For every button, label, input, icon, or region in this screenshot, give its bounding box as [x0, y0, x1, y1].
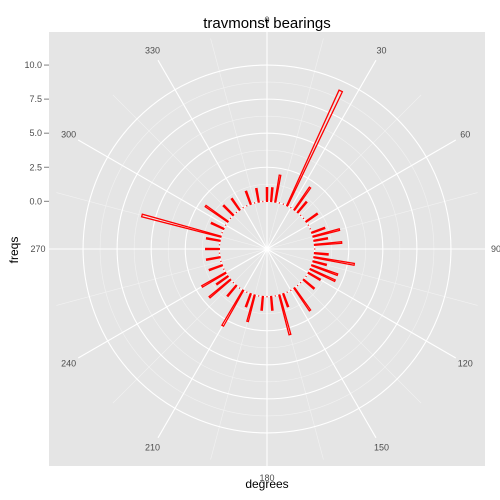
theta-tick-labels: 0 30 60 90 120 150 180 210 240 270 300 330: [30, 15, 500, 483]
x-axis-title: degrees: [245, 477, 288, 491]
bars-layer: [140, 89, 356, 336]
minor-grid-spoke: [210, 248, 268, 460]
theta-tick-label: 300: [61, 130, 76, 140]
bearing-bar: [232, 281, 235, 284]
bearing-bar: [307, 271, 322, 282]
bearing-bar: [305, 275, 307, 278]
minor-grid-spoke: [266, 248, 478, 306]
major-grid-spoke: [266, 248, 457, 359]
theta-tick-label: 210: [145, 442, 160, 452]
bearing-bar: [313, 251, 329, 256]
minor-grid-spoke: [112, 94, 268, 250]
r-tick-labels: 0.0 2.5 5.0 7.5 10.0: [24, 60, 49, 206]
r-tick-label: 10.0: [24, 60, 42, 70]
minor-grid-spoke: [266, 248, 324, 460]
minor-grid-spoke: [210, 38, 268, 250]
bearing-bar: [254, 187, 260, 203]
theta-tick-label: 60: [460, 130, 470, 140]
bearing-bar: [205, 256, 221, 262]
bearing-bar: [210, 221, 225, 231]
bearing-bar: [310, 226, 326, 234]
bearing-bar: [208, 264, 224, 272]
minor-grid-spoke: [56, 192, 268, 250]
bearing-bar: [229, 217, 232, 220]
minor-grid-spoke: [266, 38, 324, 250]
bearing-bar: [269, 295, 274, 311]
bearing-bar: [230, 197, 241, 212]
bearing-bar: [302, 278, 316, 290]
bearing-bar: [313, 236, 329, 242]
bearing-bar: [269, 187, 274, 203]
bearing-bar: [293, 186, 312, 212]
bearing-bar: [222, 204, 235, 217]
theta-tick-label: 0: [264, 15, 269, 25]
theta-tick-label: 120: [458, 359, 473, 369]
chart-title: travmonst bearings: [203, 15, 331, 32]
major-grid-spoke: [77, 139, 268, 250]
theta-tick-label: 90: [491, 244, 500, 254]
r-tick-label: 7.5: [29, 94, 42, 104]
bearing-bar: [309, 267, 337, 283]
theta-tick-label: 270: [30, 244, 45, 254]
bearing-bar: [226, 284, 238, 298]
major-grid-spoke: [77, 248, 268, 359]
bearing-bar: [244, 292, 252, 308]
major-grid-spoke: [266, 248, 377, 439]
theta-tick-label: 240: [61, 359, 76, 369]
bearing-bar: [299, 214, 302, 217]
bearing-bar: [282, 292, 290, 308]
bearing-bar: [278, 294, 292, 336]
minor-grid-spoke: [266, 248, 422, 404]
bearing-bar: [205, 247, 220, 251]
bearing-bar: [293, 286, 312, 312]
bearing-bar: [312, 260, 328, 267]
theta-tick-label: 30: [376, 46, 386, 56]
theta-tick-label: 150: [374, 442, 389, 452]
bearing-bar: [221, 289, 245, 328]
bearing-bar: [312, 228, 341, 238]
bearing-bar: [296, 200, 308, 214]
bearing-bar: [235, 211, 238, 214]
bearing-bar: [215, 275, 230, 286]
bearing-bar: [310, 264, 339, 277]
bearing-bar: [238, 287, 241, 289]
bearing-bar: [296, 284, 299, 287]
major-grid-spoke: [266, 139, 457, 250]
minor-grid-spoke: [266, 94, 422, 250]
major-grid-spoke: [266, 59, 377, 250]
bearing-bar: [285, 89, 344, 207]
bearing-bar: [304, 212, 319, 223]
major-grid-spoke: [157, 248, 268, 439]
minor-grid-spoke: [266, 192, 478, 250]
r-tick-label: 2.5: [29, 162, 42, 172]
bearing-bar: [302, 217, 305, 220]
bearing-bar: [299, 281, 302, 284]
y-axis-title: freqs: [7, 237, 21, 264]
theta-tick-label: 330: [145, 46, 160, 56]
bearing-bar: [208, 278, 232, 299]
minor-grid-spoke: [112, 248, 268, 404]
grid-layer: [49, 31, 485, 467]
bearing-bar: [313, 240, 343, 247]
bearing-bar: [140, 213, 222, 238]
bearing-bar: [313, 256, 356, 267]
bearing-bar: [205, 236, 221, 242]
bearing-bar: [246, 294, 256, 323]
bearing-bar: [260, 295, 265, 311]
minor-grid-spoke: [56, 248, 268, 306]
major-grid-spoke: [157, 59, 268, 250]
bearing-bar: [274, 174, 282, 203]
bearing-bar: [204, 204, 230, 223]
bearing-bar: [200, 271, 227, 289]
r-tick-label: 5.0: [29, 128, 42, 138]
r-tick-label: 0.0: [29, 196, 42, 206]
bearing-bar: [244, 190, 252, 206]
bearing-bar: [265, 187, 269, 202]
theta-tick-label: 180: [259, 473, 274, 483]
